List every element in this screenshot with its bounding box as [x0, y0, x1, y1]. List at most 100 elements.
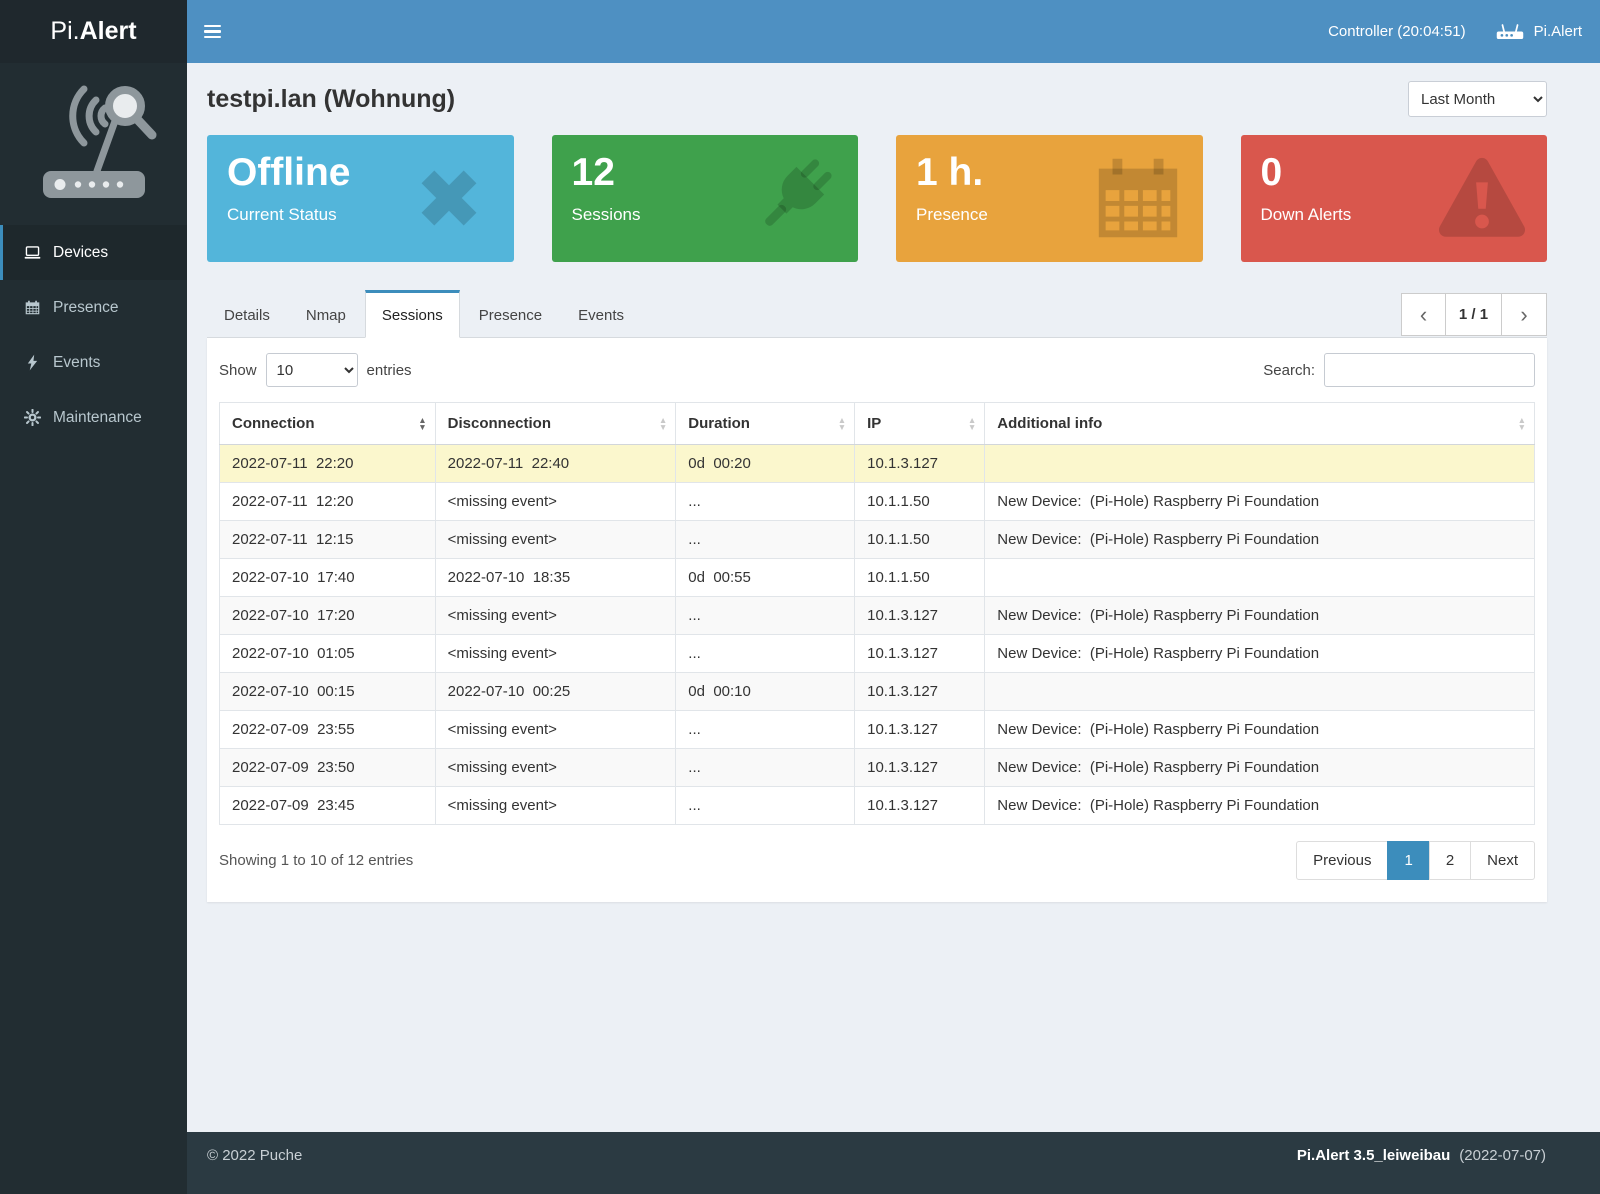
- cell-connection: 2022-07-10 17:20: [219, 596, 436, 635]
- chevron-left-icon: [1420, 304, 1427, 326]
- info-box-label: Down Alerts: [1260, 204, 1352, 224]
- prev-device-button[interactable]: [1401, 293, 1446, 336]
- cell-ip: 10.1.1.50: [854, 558, 986, 597]
- cell-connection: 2022-07-10 01:05: [219, 634, 436, 673]
- table-row[interactable]: 2022-07-11 22:20 2022-07-11 22:40 0d 00:20…: [219, 444, 1535, 483]
- next-device-button[interactable]: [1502, 293, 1547, 336]
- header-row: Connection ▲ ▼ Disconnection ▲ ▼ Duration ▲ ▼ IP ▲…: [219, 402, 1535, 445]
- cell-disconnection: 2022-07-10 18:35: [434, 558, 677, 597]
- pagination-page-2[interactable]: 2: [1428, 841, 1472, 880]
- cell-additional-info: New Device: (Pi-Hole) Raspberry Pi Found…: [984, 482, 1535, 521]
- info-box-label: Sessions: [571, 204, 641, 224]
- pagination-page-1[interactable]: 1: [1387, 841, 1430, 880]
- info-boxes: Offline Current Status 12 Sessions 1 h. Prese…: [207, 135, 1547, 262]
- laptop-icon: [24, 244, 41, 261]
- tab-sessions[interactable]: Sessions: [364, 290, 460, 338]
- info-box-label: Current Status: [227, 204, 337, 224]
- info-box-sessions: 12 Sessions: [551, 135, 858, 262]
- search-input[interactable]: [1324, 353, 1535, 387]
- main-content: testpi.lan (Wohnung) Last Month Offline C…: [187, 63, 1600, 1132]
- cell-ip: 10.1.1.50: [854, 482, 986, 521]
- cell-disconnection: <missing event>: [434, 748, 677, 787]
- tab-nmap[interactable]: Nmap: [305, 307, 346, 324]
- tab-details[interactable]: Details: [224, 307, 270, 324]
- top-bar: Pi. Alert Controller (20:04:51) Pi.Alert: [0, 0, 1600, 63]
- column-header-connection[interactable]: Connection ▲ ▼: [219, 402, 436, 445]
- sidebar-item-presence[interactable]: Presence: [0, 280, 187, 335]
- page-length-select[interactable]: 10: [265, 353, 358, 387]
- tab-presence[interactable]: Presence: [478, 307, 543, 324]
- sort-icon: ▲ ▼: [658, 414, 668, 432]
- cell-disconnection: <missing event>: [434, 710, 677, 749]
- brand-suffix: Alert: [79, 17, 137, 45]
- cell-connection: 2022-07-11 22:20: [219, 444, 436, 483]
- sidebar-item-events[interactable]: Events: [0, 335, 187, 390]
- column-label: Disconnection: [447, 415, 552, 432]
- cell-ip: 10.1.3.127: [854, 710, 986, 749]
- cell-additional-info: New Device: (Pi-Hole) Raspberry Pi Found…: [984, 710, 1535, 749]
- cell-disconnection: <missing event>: [434, 786, 677, 825]
- sidebar-item-label: Events: [53, 353, 101, 371]
- version-label: Pi.Alert 3.5_leiweibau: [1296, 1147, 1451, 1164]
- table-row[interactable]: 2022-07-09 23:50 <missing event>... 10.1.3…: [219, 748, 1535, 787]
- brand-prefix: Pi.: [50, 17, 80, 45]
- cell-duration: ...: [675, 786, 856, 825]
- user-menu[interactable]: Pi.Alert: [1496, 22, 1582, 41]
- cell-additional-info: New Device: (Pi-Hole) Raspberry Pi Found…: [984, 634, 1535, 673]
- pagination-next-button[interactable]: Next: [1470, 841, 1535, 880]
- column-label: IP: [867, 415, 882, 432]
- tab-events[interactable]: Events: [578, 307, 624, 324]
- cell-duration: ...: [675, 596, 856, 635]
- cell-additional-info: New Device: (Pi-Hole) Raspberry Pi Found…: [984, 596, 1535, 635]
- table-head: Connection ▲ ▼ Disconnection ▲ ▼ Duration ▲ ▼ IP ▲…: [219, 402, 1535, 445]
- sidebar-menu: Devices Presence Events Maintenance: [0, 225, 187, 445]
- table-row[interactable]: 2022-07-09 23:55 <missing event>... 10.1.3…: [219, 710, 1535, 749]
- bolt-icon: [24, 354, 41, 371]
- column-label: Connection: [232, 415, 315, 432]
- top-nav: Controller (20:04:51) Pi.Alert: [187, 0, 1600, 63]
- table-row[interactable]: 2022-07-11 12:20 <missing event>... 10.1.1…: [219, 482, 1535, 521]
- column-header-duration[interactable]: Duration ▲ ▼: [675, 402, 856, 445]
- cell-connection: 2022-07-10 00:15: [219, 672, 436, 711]
- cell-duration: ...: [675, 710, 856, 749]
- column-label: Duration: [688, 415, 750, 432]
- table-row[interactable]: 2022-07-09 23:45 <missing event>... 10.1.3…: [219, 786, 1535, 825]
- cell-ip: 10.1.3.127: [854, 596, 986, 635]
- version-date: (2022-07-07): [1459, 1147, 1546, 1164]
- info-box-value: 12: [571, 151, 615, 194]
- cell-disconnection: <missing event>: [434, 634, 677, 673]
- calendar-icon: [24, 299, 41, 316]
- column-header-additional-info[interactable]: Additional info ▲ ▼: [984, 402, 1535, 445]
- device-pager-label: 1 / 1: [1446, 293, 1502, 336]
- table-row[interactable]: 2022-07-10 17:20 <missing event>... 10.1.3…: [219, 596, 1535, 635]
- table-row[interactable]: 2022-07-10 01:05 <missing event>... 10.1.3…: [219, 634, 1535, 673]
- info-box-presence: 1 h. Presence: [896, 135, 1203, 262]
- column-header-ip[interactable]: IP ▲ ▼: [854, 402, 986, 445]
- cell-additional-info: New Device: (Pi-Hole) Raspberry Pi Found…: [984, 520, 1535, 559]
- info-box-down-alerts: 0 Down Alerts: [1240, 135, 1547, 262]
- pagination-previous-button[interactable]: Previous: [1296, 841, 1389, 880]
- cell-duration: 0d 00:10: [675, 672, 856, 711]
- cell-duration: 0d 00:20: [675, 444, 856, 483]
- router-magnifier-graphic: [42, 85, 156, 198]
- table-body: 2022-07-11 22:20 2022-07-11 22:40 0d 00:20…: [219, 444, 1535, 825]
- brand-logo[interactable]: Pi. Alert: [0, 0, 187, 63]
- cell-connection: 2022-07-11 12:15: [219, 520, 436, 559]
- cell-duration: 0d 00:55: [675, 558, 856, 597]
- device-pager: 1 / 1: [1401, 293, 1547, 336]
- sidebar-item-maintenance[interactable]: Maintenance: [0, 390, 187, 445]
- table-row[interactable]: 2022-07-10 17:40 2022-07-10 18:35 0d 00:55…: [219, 558, 1535, 597]
- sidebar-item-devices[interactable]: Devices: [0, 225, 187, 280]
- sidebar-toggle-button[interactable]: [187, 0, 237, 63]
- period-select[interactable]: Last Month: [1408, 81, 1547, 117]
- cell-ip: 10.1.3.127: [854, 634, 986, 673]
- cell-additional-info: [984, 444, 1535, 483]
- cell-disconnection: <missing event>: [434, 520, 677, 559]
- table-row[interactable]: 2022-07-11 12:15 <missing event>... 10.1.1…: [219, 520, 1535, 559]
- hamburger-icon: [203, 24, 221, 28]
- cell-connection: 2022-07-09 23:55: [219, 710, 436, 749]
- table-row[interactable]: 2022-07-10 00:15 2022-07-10 00:25 0d 00:10…: [219, 672, 1535, 711]
- cell-additional-info: [984, 558, 1535, 597]
- column-header-disconnection[interactable]: Disconnection ▲ ▼: [434, 402, 677, 445]
